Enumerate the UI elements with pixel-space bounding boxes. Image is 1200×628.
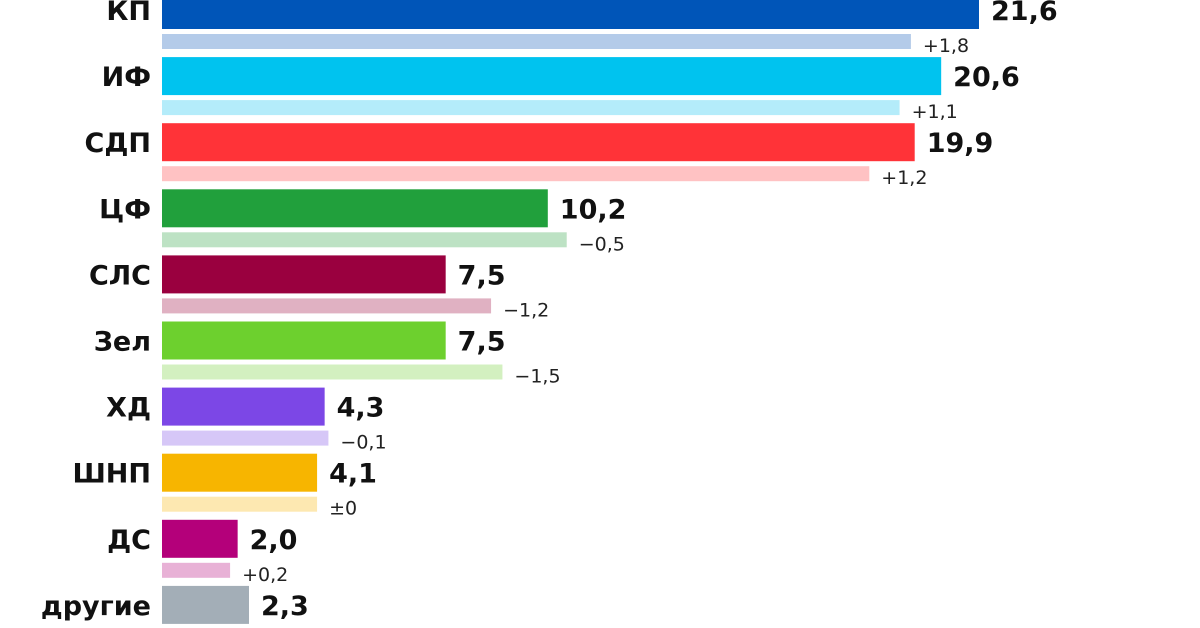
change-label: +0,2 xyxy=(242,564,288,586)
change-label: ±0 xyxy=(329,498,357,520)
previous-bar xyxy=(162,496,318,512)
value-label: 19,9 xyxy=(927,128,994,159)
value-label: 4,1 xyxy=(329,459,377,490)
change-label: −1,5 xyxy=(514,366,560,388)
result-bar xyxy=(162,387,325,426)
category-label: Зел xyxy=(94,327,151,358)
category-label: СДП xyxy=(85,128,151,159)
category-label: ДС xyxy=(107,525,151,556)
value-label: 21,6 xyxy=(991,0,1058,27)
result-bar xyxy=(162,321,446,360)
change-label: −1,2 xyxy=(503,299,549,321)
category-label: ИФ xyxy=(102,62,151,93)
result-bar xyxy=(162,0,979,29)
value-label: 20,6 xyxy=(953,62,1020,93)
change-label: −0,1 xyxy=(340,432,386,454)
previous-bar xyxy=(162,166,870,182)
result-bar xyxy=(162,57,942,96)
result-bar xyxy=(162,255,446,294)
result-bar xyxy=(162,189,548,228)
change-label: −0,5 xyxy=(579,233,625,255)
change-label: +1,8 xyxy=(923,35,969,57)
previous-bar xyxy=(162,430,329,446)
value-label: 4,3 xyxy=(337,393,385,424)
previous-bar xyxy=(162,298,492,314)
category-label: КП xyxy=(106,0,151,27)
category-label: ЦФ xyxy=(99,194,151,225)
value-label: 10,2 xyxy=(560,194,627,225)
previous-bar xyxy=(162,562,231,578)
value-label: 7,5 xyxy=(458,260,506,291)
result-bar xyxy=(162,519,238,558)
previous-bar xyxy=(162,364,503,380)
previous-bar xyxy=(162,34,911,49)
category-label: другие xyxy=(41,591,151,622)
category-label: ШНП xyxy=(72,459,151,490)
previous-bar xyxy=(162,232,567,248)
result-bar xyxy=(162,453,318,492)
previous-bar xyxy=(162,100,900,116)
result-bar xyxy=(162,585,249,624)
result-bar xyxy=(162,123,915,162)
category-label: СЛС xyxy=(89,260,151,291)
value-label: 7,5 xyxy=(458,327,506,358)
value-label: 2,0 xyxy=(250,525,298,556)
change-label: +1,1 xyxy=(912,101,958,123)
value-label: 2,3 xyxy=(261,591,309,622)
category-label: ХД xyxy=(106,393,151,424)
change-label: +1,2 xyxy=(881,167,927,189)
